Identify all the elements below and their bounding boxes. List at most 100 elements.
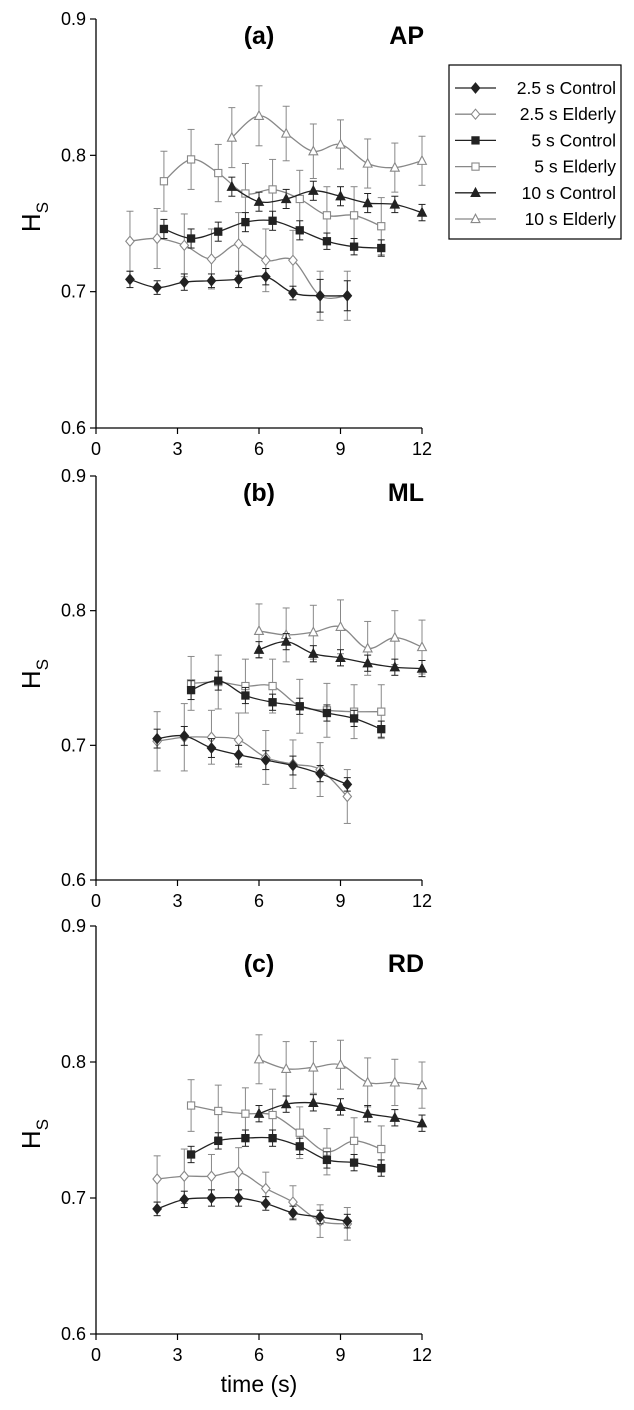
panel-c-point-10-s-control bbox=[416, 1117, 428, 1128]
panel-c-point-5-s-elderly bbox=[214, 1106, 223, 1116]
panel-b-point-25-s-control bbox=[179, 730, 190, 742]
panel-b-line-5-s-elderly bbox=[191, 681, 382, 713]
panel-c-point-5-s-elderly bbox=[241, 1109, 250, 1118]
panel-a-point-25-s-elderly bbox=[288, 254, 298, 267]
panel-b-point-25-s-control bbox=[206, 742, 217, 754]
panel-a-point-5-s-elderly bbox=[268, 185, 277, 194]
legend-marker-10-s-elderly bbox=[470, 213, 481, 224]
panel-c-xtick-label: 9 bbox=[335, 1345, 345, 1365]
panel-b-series-25-s-control bbox=[152, 725, 353, 792]
panel-a-point-10-s-elderly bbox=[308, 145, 319, 156]
panel-b-point-10-s-elderly bbox=[253, 624, 265, 636]
panel-c-ytick-label: 0.6 bbox=[61, 1324, 86, 1344]
panel-a-point-25-s-control bbox=[315, 289, 326, 302]
panel-a-point-10-s-elderly bbox=[389, 161, 401, 172]
panel-a-point-10-s-elderly bbox=[280, 127, 292, 138]
panel-a-ytick-label: 0.9 bbox=[61, 9, 86, 29]
panel-a-point-5-s-control bbox=[322, 237, 332, 246]
panel-c-series-5-s-control bbox=[186, 1129, 386, 1177]
panel-a-point-25-s-control bbox=[260, 270, 271, 283]
panel-c-point-25-s-control bbox=[260, 1197, 271, 1210]
panel-c-point-25-s-control bbox=[179, 1193, 190, 1206]
panel-c-point-10-s-elderly bbox=[253, 1053, 265, 1064]
panel-a-point-10-s-elderly bbox=[335, 138, 346, 149]
panel-a-point-5-s-elderly bbox=[295, 194, 304, 204]
panel-c-label: (c) bbox=[244, 950, 275, 978]
panel-c-point-10-s-elderly bbox=[416, 1079, 428, 1090]
panel-c-series-10-s-elderly bbox=[253, 1034, 428, 1109]
panel-a-line-10-s-elderly bbox=[231, 115, 423, 169]
panel-c-point-5-s-control bbox=[214, 1136, 223, 1146]
panel-a-ytick-label: 0.6 bbox=[61, 418, 86, 438]
panel-a-xtick-label: 3 bbox=[172, 439, 182, 459]
panel-b-ytick-label: 0.9 bbox=[61, 466, 86, 486]
panel-a-point-10-s-control bbox=[416, 206, 428, 217]
panel-a-point-10-s-control bbox=[308, 184, 319, 195]
panel-a-series-10-s-control bbox=[226, 176, 428, 222]
panel-b-point-5-s-control bbox=[295, 702, 304, 711]
panel-c-ytick-label: 0.8 bbox=[61, 1052, 86, 1072]
panel-c-point-25-s-control bbox=[342, 1215, 353, 1227]
legend-marker-10-s-control bbox=[470, 186, 481, 197]
panel-a-point-5-s-elderly bbox=[214, 168, 223, 178]
panel-c-point-25-s-elderly bbox=[233, 1166, 244, 1179]
panel-c-point-25-s-control bbox=[233, 1192, 244, 1204]
panel-b-ytick-label: 0.7 bbox=[61, 735, 86, 755]
panel-a-point-25-s-control bbox=[152, 281, 163, 294]
panel-a-xtick-label: 9 bbox=[335, 439, 345, 459]
panel-a-point-10-s-control bbox=[226, 180, 238, 191]
panel-a-point-25-s-control bbox=[233, 273, 244, 286]
panel-b-point-10-s-elderly bbox=[416, 641, 428, 652]
panel-c-xtick-label: 12 bbox=[412, 1345, 432, 1365]
panel-a-point-25-s-elderly bbox=[179, 239, 190, 252]
panel-a-point-10-s-elderly bbox=[253, 109, 265, 120]
panel-b-point-10-s-control bbox=[308, 647, 319, 658]
panel-c-point-10-s-control bbox=[253, 1107, 265, 1118]
panel-c-xtick-label: 0 bbox=[91, 1345, 101, 1365]
panel-b-point-25-s-elderly bbox=[233, 734, 244, 746]
panel-b-series-25-s-elderly bbox=[152, 703, 353, 824]
panel-a-point-5-s-control bbox=[241, 217, 250, 227]
panel-b-series-10-s-control bbox=[253, 633, 428, 678]
panel-c-series-10-s-control bbox=[253, 1094, 428, 1132]
panel-a-series-10-s-elderly bbox=[226, 85, 428, 193]
panel-a-point-25-s-elderly bbox=[206, 253, 217, 265]
panel-b-label: (b) bbox=[243, 479, 275, 507]
panel-b-point-5-s-control bbox=[349, 714, 359, 723]
panel-c-point-5-s-control bbox=[349, 1158, 359, 1167]
panel-a-point-5-s-elderly bbox=[377, 222, 386, 231]
panel-c-point-10-s-control bbox=[389, 1111, 401, 1122]
panel-b: (b) ML HS 0.6 0.7 0.8 0.9 0 3 6 9 12 bbox=[16, 466, 432, 911]
panel-a-series-5-s-elderly bbox=[159, 128, 386, 256]
panel-a-point-10-s-control bbox=[389, 198, 401, 209]
panel-b-ytick-label: 0.8 bbox=[61, 601, 86, 621]
panel-b-point-5-s-control bbox=[322, 708, 332, 718]
panel-a-point-5-s-elderly bbox=[349, 211, 359, 220]
panel-a-xtick-label: 0 bbox=[91, 439, 101, 459]
legend-label-5-s-elderly: 5 s Elderly bbox=[534, 157, 616, 177]
legend-marker-25-s-elderly bbox=[470, 108, 481, 121]
legend-marker-5-s-control bbox=[471, 136, 480, 145]
panel-b-point-10-s-control bbox=[362, 657, 373, 668]
panel-a-series-25-s-control bbox=[125, 267, 353, 313]
panel-a-xtick-label: 12 bbox=[412, 439, 432, 459]
legend-label-10-s-control: 10 s Control bbox=[522, 183, 616, 203]
panel-c-point-10-s-elderly bbox=[280, 1062, 292, 1073]
panel-a-point-25-s-control bbox=[206, 274, 217, 287]
legend-label-10-s-elderly: 10 s Elderly bbox=[525, 209, 617, 229]
panel-a-series-5-s-control bbox=[159, 210, 386, 257]
panel-b-point-5-s-elderly bbox=[268, 681, 277, 691]
panel-a: (a) AP HS 0.6 0.7 0.8 0.9 0 3 6 9 12 bbox=[16, 9, 432, 459]
panel-b-point-5-s-control bbox=[214, 676, 223, 685]
panel-b-point-25-s-control bbox=[315, 767, 326, 780]
panel-c-point-10-s-control bbox=[335, 1100, 346, 1112]
panel-a-ytick-label: 0.7 bbox=[61, 282, 86, 302]
panel-b-point-10-s-elderly bbox=[389, 631, 401, 642]
panel-b-point-25-s-control bbox=[342, 778, 353, 791]
panel-a-point-10-s-elderly bbox=[362, 157, 373, 168]
panel-a-point-10-s-control bbox=[280, 192, 292, 204]
panel-b-point-5-s-control bbox=[186, 685, 196, 695]
panel-a-point-5-s-control bbox=[377, 243, 386, 253]
panel-a-point-25-s-control bbox=[342, 289, 353, 302]
panel-c-xlabel: time (s) bbox=[221, 1371, 298, 1397]
